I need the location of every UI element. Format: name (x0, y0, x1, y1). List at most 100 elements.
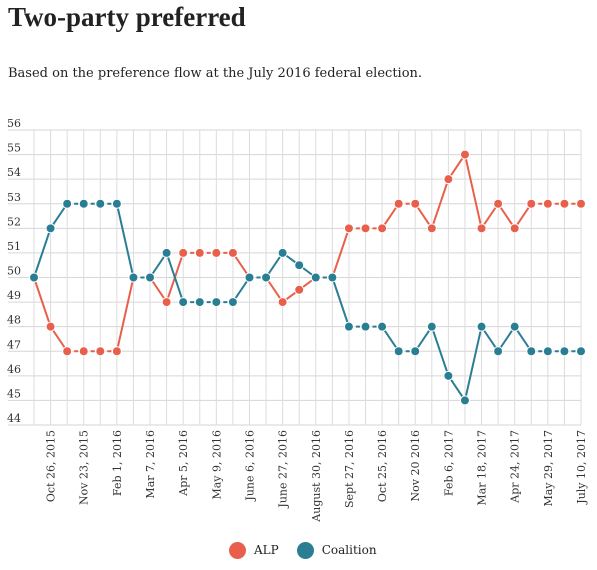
legend-item-alp[interactable]: ALP (229, 541, 279, 559)
x-tick-label: June 27, 2016 (277, 430, 290, 509)
x-tick-label: Apr 24, 2017 (509, 430, 522, 504)
coalition-point[interactable] (443, 370, 454, 381)
coalition-point[interactable] (277, 247, 288, 258)
alp-point[interactable] (95, 346, 106, 357)
coalition-point[interactable] (95, 198, 106, 209)
x-tick-label: Nov 20 2016 (409, 430, 422, 501)
alp-point[interactable] (62, 346, 73, 357)
alp-point[interactable] (45, 321, 56, 332)
coalition-point[interactable] (227, 297, 238, 308)
x-tick-label: May 9, 2016 (210, 430, 223, 500)
alp-point[interactable] (294, 284, 305, 295)
alp-line-segment (331, 228, 350, 278)
alp-line-segment (115, 277, 135, 352)
alp-point[interactable] (178, 247, 189, 258)
alp-point[interactable] (194, 247, 205, 258)
coalition-point[interactable] (493, 346, 504, 357)
coalition-point[interactable] (559, 346, 570, 357)
alp-point[interactable] (493, 198, 504, 209)
coalition-point[interactable] (576, 346, 586, 357)
x-tick-label: Apr 5, 2016 (177, 430, 190, 497)
alp-line-segment (33, 277, 52, 327)
alp-point[interactable] (476, 223, 487, 234)
coalition-line-segment (463, 326, 483, 401)
alp-point[interactable] (161, 297, 172, 308)
alp-point[interactable] (576, 198, 586, 209)
coalition-point[interactable] (476, 321, 487, 332)
chart-subtitle: Based on the preference flow at the July… (8, 66, 423, 81)
alp-point[interactable] (393, 198, 404, 209)
alp-point[interactable] (277, 297, 288, 308)
x-tick-label: Mar 18, 2017 (476, 430, 489, 506)
grid (8, 129, 582, 426)
coalition-point[interactable] (244, 272, 255, 283)
x-tick-label: Sept 27, 2016 (343, 430, 356, 508)
coalition-point[interactable] (310, 272, 321, 283)
coalition-point[interactable] (78, 198, 89, 209)
coalition-point[interactable] (211, 297, 222, 308)
coalition-point[interactable] (145, 272, 156, 283)
alp-point[interactable] (111, 346, 122, 357)
x-tick-label: Oct 25, 2016 (376, 430, 389, 502)
coalition-point[interactable] (327, 272, 338, 283)
x-tick-label: June 6, 2016 (243, 430, 256, 502)
coalition-line-segment (115, 203, 135, 278)
coalition-point[interactable] (161, 247, 172, 258)
legend-label-coalition: Coalition (321, 543, 377, 557)
x-tick-label: Feb 6, 2017 (442, 430, 455, 496)
coalition-point[interactable] (29, 272, 39, 283)
alp-point[interactable] (426, 223, 437, 234)
y-tick-label: 52 (7, 215, 21, 228)
y-tick-label: 49 (7, 289, 21, 302)
coalition-point[interactable] (261, 272, 272, 283)
alp-point[interactable] (509, 223, 520, 234)
x-tick-label: May 29, 2017 (542, 430, 555, 507)
coalition-point[interactable] (542, 346, 553, 357)
alp-point[interactable] (526, 198, 537, 209)
coalition-point[interactable] (194, 297, 205, 308)
coalition-point[interactable] (360, 321, 371, 332)
y-tick-label: 44 (7, 412, 21, 425)
y-tick-label: 46 (7, 363, 21, 376)
x-tick-label: Oct 26, 2015 (45, 430, 58, 502)
alp-point[interactable] (542, 198, 553, 209)
coalition-point[interactable] (45, 223, 56, 234)
alp-point[interactable] (443, 174, 454, 185)
x-tick-label: Mar 7, 2016 (144, 430, 157, 499)
coalition-line-segment (430, 326, 450, 377)
alp-point[interactable] (360, 223, 371, 234)
legend-item-coalition[interactable]: Coalition (296, 541, 377, 559)
alp-point[interactable] (559, 198, 570, 209)
coalition-point[interactable] (128, 272, 139, 283)
coalition-point[interactable] (410, 346, 421, 357)
coalition-point[interactable] (62, 198, 73, 209)
alp-point[interactable] (211, 247, 222, 258)
coalition-point[interactable] (377, 321, 388, 332)
y-tick-label: 50 (7, 265, 21, 278)
chart-title: Two-party preferred (8, 2, 246, 32)
coalition-point[interactable] (393, 346, 404, 357)
y-tick-label: 53 (7, 191, 21, 204)
y-axis-ticks: 44 45 46 47 48 49 50 51 52 53 54 55 56 (7, 117, 21, 425)
y-tick-label: 55 (7, 142, 21, 155)
coalition-point[interactable] (526, 346, 537, 357)
coalition-point[interactable] (294, 260, 305, 271)
coalition-point[interactable] (426, 321, 437, 332)
alp-point[interactable] (410, 198, 421, 209)
y-tick-label: 47 (7, 338, 21, 351)
coalition-point[interactable] (509, 321, 520, 332)
alp-line-segment (430, 178, 450, 229)
alp-point[interactable] (227, 247, 238, 258)
coalition-point[interactable] (178, 297, 189, 308)
coalition-point[interactable] (343, 321, 354, 332)
x-tick-label: Nov 23, 2015 (78, 430, 91, 505)
y-tick-label: 48 (7, 314, 21, 327)
coalition-point[interactable] (111, 198, 122, 209)
alp-point[interactable] (343, 223, 354, 234)
x-tick-label: July 10, 2017 (575, 430, 588, 505)
alp-point[interactable] (78, 346, 89, 357)
coalition-point[interactable] (459, 395, 470, 406)
series-layer (29, 149, 586, 406)
alp-point[interactable] (377, 223, 388, 234)
alp-point[interactable] (459, 149, 470, 160)
